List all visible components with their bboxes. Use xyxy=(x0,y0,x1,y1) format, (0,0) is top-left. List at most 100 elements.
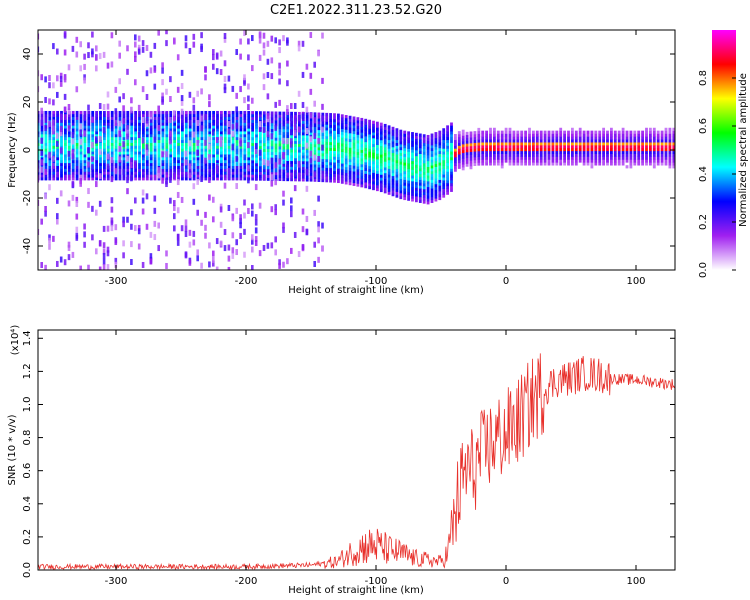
heatmap-cell xyxy=(137,228,141,235)
heatmap-cell xyxy=(586,156,590,160)
heatmap-cell xyxy=(208,168,212,172)
heatmap-cell xyxy=(157,142,161,146)
heatmap-cell xyxy=(231,116,235,120)
heatmap-cell xyxy=(426,149,430,153)
heatmap-cell xyxy=(282,175,286,179)
heatmap-cell xyxy=(71,128,75,132)
heatmap-cell xyxy=(461,132,465,136)
heatmap-cell xyxy=(590,142,594,146)
heatmap-cell xyxy=(574,133,578,137)
heatmap-cell xyxy=(227,151,231,155)
heatmap-cell xyxy=(227,148,231,152)
heatmap-cell xyxy=(169,162,173,166)
heatmap-cell xyxy=(91,110,95,115)
heatmap-cell xyxy=(220,125,223,129)
heatmap-cells xyxy=(38,30,675,270)
heatmap-cell xyxy=(559,147,563,152)
heatmap-cell xyxy=(387,128,391,132)
heatmap-cell xyxy=(134,55,137,62)
heatmap-cell xyxy=(169,176,172,183)
heatmap-cell xyxy=(407,137,410,141)
heatmap-cell xyxy=(364,176,368,180)
heatmap-cell xyxy=(102,248,106,255)
heatmap-cell xyxy=(169,157,173,161)
heatmap-cell xyxy=(114,165,118,169)
heatmap-cell xyxy=(379,183,383,187)
heatmap-cell xyxy=(379,139,383,144)
heatmap-cell xyxy=(567,130,570,134)
heatmap-cell xyxy=(571,150,574,154)
heatmap-cell xyxy=(493,130,496,134)
heatmap-cell xyxy=(75,131,79,135)
heatmap-cell xyxy=(660,145,664,149)
heatmap-cell xyxy=(75,165,79,169)
heatmap-cell xyxy=(212,250,215,257)
heatmap-cell xyxy=(477,159,481,163)
heatmap-cell xyxy=(52,162,55,169)
heatmap-cell xyxy=(165,134,169,138)
heatmap-cell xyxy=(668,159,672,163)
heatmap-cell xyxy=(621,127,625,131)
heatmap-cell xyxy=(38,229,40,236)
heatmap-cell xyxy=(298,178,301,182)
heatmap-cell xyxy=(473,157,477,161)
heatmap-cell xyxy=(75,154,79,158)
heatmap-cell xyxy=(52,171,56,175)
heatmap-cell xyxy=(161,139,165,143)
heatmap-cell xyxy=(114,261,118,268)
heatmap-cell xyxy=(305,166,309,171)
heatmap-cell xyxy=(294,160,297,165)
heatmap-cell xyxy=(67,148,71,152)
heatmap-cell xyxy=(137,243,141,250)
heatmap-cell xyxy=(48,148,52,152)
heatmap-cell xyxy=(535,150,539,154)
heatmap-cell xyxy=(40,125,44,129)
heatmap-cell xyxy=(247,122,251,126)
heatmap-cell xyxy=(282,163,286,167)
heatmap-cell xyxy=(301,120,305,124)
heatmap-cell xyxy=(434,183,438,188)
heatmap-cell xyxy=(138,142,141,146)
heatmap-cell xyxy=(391,164,395,168)
heatmap-cell xyxy=(578,147,582,152)
heatmap-cell xyxy=(145,144,149,151)
heatmap-cell xyxy=(243,136,247,141)
heatmap-cell xyxy=(594,142,598,146)
heatmap-cell xyxy=(305,106,309,113)
heatmap-cell xyxy=(87,142,91,146)
heatmap-cell xyxy=(282,134,286,138)
heatmap-cell xyxy=(430,150,434,154)
heatmap-cell xyxy=(278,146,282,150)
heatmap-cell xyxy=(660,130,664,134)
heatmap-cell xyxy=(313,167,317,171)
heatmap-cell xyxy=(442,180,446,184)
heatmap-cell xyxy=(239,171,243,175)
heatmap-cell xyxy=(212,116,215,120)
heatmap-cell xyxy=(278,158,281,165)
heatmap-cell xyxy=(348,153,352,157)
heatmap-cell xyxy=(282,111,286,115)
heatmap-cell xyxy=(298,134,301,139)
heatmap-cell xyxy=(450,168,453,172)
heatmap-cell xyxy=(504,150,508,154)
heatmap-cell xyxy=(247,171,251,175)
heatmap-cell xyxy=(477,127,481,132)
heatmap-cell xyxy=(239,217,242,224)
heatmap-cell xyxy=(407,145,410,149)
heatmap-cell xyxy=(274,120,278,124)
heatmap-cell xyxy=(157,125,160,132)
heatmap-cell xyxy=(407,171,410,175)
heatmap-cell xyxy=(652,153,656,157)
heatmap-cell xyxy=(231,144,235,151)
heatmap-cell xyxy=(231,232,235,239)
heatmap-cell xyxy=(103,177,106,181)
heatmap-cell xyxy=(38,199,40,206)
heatmap-cell xyxy=(641,136,644,140)
heatmap-cell xyxy=(231,139,235,143)
heatmap-cell xyxy=(621,153,625,157)
heatmap-cell xyxy=(48,171,52,175)
heatmap-cell xyxy=(44,145,48,149)
heatmap-cell xyxy=(340,134,344,138)
heatmap-cell xyxy=(200,162,204,166)
heatmap-cell xyxy=(220,145,223,149)
